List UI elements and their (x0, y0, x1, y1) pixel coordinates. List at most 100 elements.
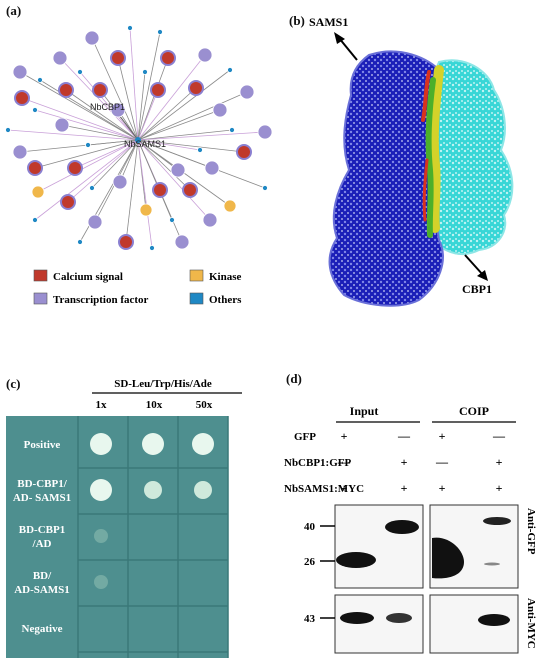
network-edge (74, 139, 139, 169)
construct-mark: + (496, 481, 503, 495)
network-edge (137, 31, 161, 141)
yeast-spot (192, 433, 214, 455)
network-node (12, 144, 28, 160)
network-edge (34, 139, 139, 169)
construct-mark: + (496, 455, 503, 469)
construct-mark: + (341, 429, 348, 443)
network-edge (117, 57, 139, 141)
band-myc-lane1 (340, 612, 374, 624)
network-node (84, 30, 100, 46)
network-edge (137, 129, 233, 141)
network-node (197, 147, 203, 153)
band-cbp1gfp-lane2 (385, 520, 419, 534)
y2h-row-labels: Positive BD-CBP1/AD- SAMS1 BD-CBP1/AD BD/AD… (13, 439, 71, 635)
network-node (85, 142, 91, 148)
network-edge (137, 87, 197, 141)
construct-name: NbCBP1:GFP (284, 457, 352, 469)
protein-structure: SAMS1 CBP1 (309, 15, 514, 307)
panel-label-c: (c) (6, 376, 21, 391)
network-node (169, 217, 175, 223)
network-edge (137, 139, 191, 191)
y2h-row-label: /AD (32, 538, 52, 550)
network-edge (137, 57, 169, 141)
network-edge (65, 89, 139, 141)
marker-40: 40 (304, 521, 316, 533)
network-edge (59, 57, 139, 141)
network-node (87, 214, 103, 230)
legend-swatch-tf (33, 292, 48, 305)
band-myc-lane4 (478, 614, 510, 626)
antibody-label-myc: Anti-MYC (525, 598, 537, 649)
construct-rows: GFP + — + —NbCBP1:GFP— + — +NbSAMS1:MYC+ + + + (284, 429, 506, 495)
construct-mark: — (397, 429, 411, 443)
network-node (32, 107, 38, 113)
yeast-spot (94, 529, 108, 543)
network-node (32, 217, 38, 223)
network-node (110, 102, 126, 118)
network-node (160, 50, 176, 66)
network-node (197, 47, 213, 63)
network-edge (137, 131, 266, 141)
network-edge (61, 124, 139, 141)
panel-label-a: (a) (6, 3, 22, 18)
network-node (139, 203, 153, 217)
interface-band-yellow (428, 65, 444, 233)
network-node (54, 117, 70, 133)
y2h-medium-label: SD-Leu/Trp/His/Ade (114, 378, 212, 390)
network-node (118, 234, 134, 250)
network-node (27, 160, 43, 176)
y2h-row-label: Negative (22, 623, 63, 635)
network-node (92, 82, 108, 98)
network-edge (39, 79, 139, 141)
structure-label-sams1: SAMS1 (309, 15, 348, 29)
antibody-label-gfp: Anti-GFP (525, 508, 537, 555)
network-edge (137, 139, 245, 153)
network-node (150, 82, 166, 98)
yeast-spot (194, 481, 212, 499)
network-node (149, 245, 155, 251)
network-node (202, 212, 218, 228)
y2h-row-label: BD/ (33, 570, 52, 582)
interface-band-green (425, 77, 436, 238)
yeast-spot (144, 481, 162, 499)
legend-swatch-calcium (33, 269, 48, 282)
network-edge (129, 27, 139, 141)
interaction-network: NbCBP1 NbSAMS1 Calcium signal Kinase Tra… (5, 25, 273, 306)
network-partner-label: NbCBP1 (90, 102, 125, 112)
network-edge (125, 139, 139, 243)
network-node (204, 160, 220, 176)
network-node (212, 102, 228, 118)
blot-myc-input (334, 594, 424, 654)
panel-label-b: (b) (289, 13, 305, 28)
network-edges (7, 27, 266, 249)
network-node (52, 50, 68, 66)
legend-label-tf: Transcription factor (53, 294, 149, 306)
yeast-spot (90, 433, 112, 455)
band-gfp-lane3 (432, 537, 464, 579)
network-node (188, 80, 204, 96)
construct-mark: + (341, 481, 348, 495)
network-node (14, 90, 30, 106)
network-edge (137, 89, 159, 141)
construct-name: NbSAMS1:MYC (284, 483, 364, 495)
network-edge (87, 139, 139, 146)
y2h-row-label: Positive (24, 439, 61, 451)
legend-swatch-kinase (189, 269, 204, 282)
interface-band-red-lower (422, 158, 429, 222)
network-node (67, 160, 83, 176)
network-node (182, 182, 198, 198)
interface-band-red (421, 70, 431, 122)
arrow-cbp1-head (477, 270, 488, 281)
network-node (60, 194, 76, 210)
group-label-input: Input (350, 404, 379, 418)
network-edge (91, 37, 139, 141)
network-node (236, 144, 252, 160)
network-edge (7, 129, 139, 141)
network-node (110, 50, 126, 66)
network-node (5, 127, 11, 133)
network-node (227, 67, 233, 73)
construct-mark: — (435, 455, 449, 469)
network-edge (119, 139, 139, 183)
network-node (157, 29, 163, 35)
y2h-plate (6, 416, 228, 658)
